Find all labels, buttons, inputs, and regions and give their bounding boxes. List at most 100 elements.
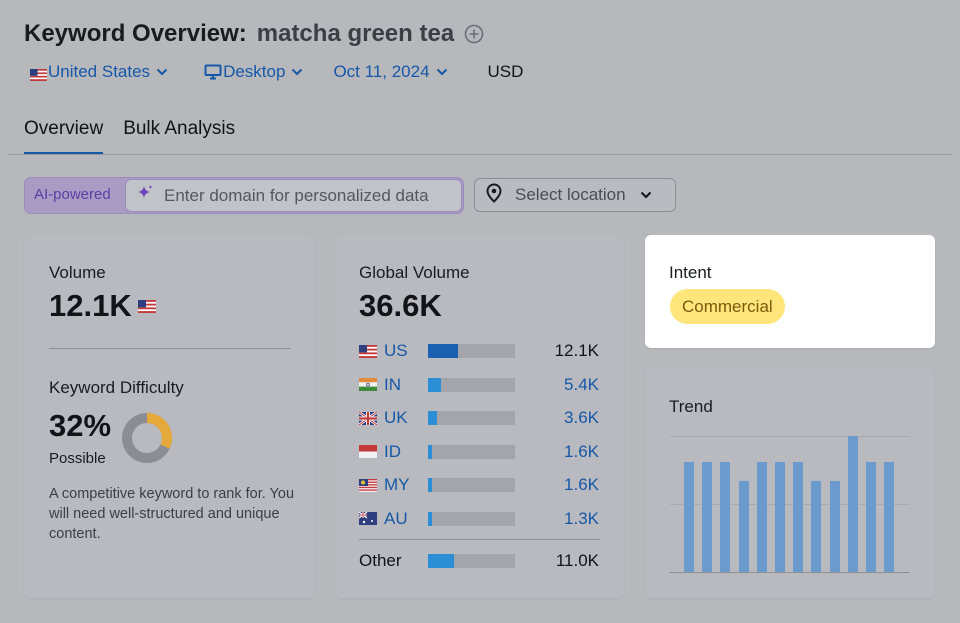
kd-level: Possible <box>49 450 106 467</box>
country-row-au: AU 1.3K <box>358 508 599 530</box>
other-value: 11.0K <box>555 551 599 570</box>
chevron-down-icon <box>640 191 651 199</box>
country-value[interactable]: 1.6K <box>564 475 599 494</box>
country-row-my: MY 1.6K <box>359 474 599 496</box>
trend-baseline <box>670 572 910 573</box>
country-bar <box>428 478 515 492</box>
kd-label: Keyword Difficulty <box>49 378 184 397</box>
other-bar <box>428 554 515 568</box>
uk-flag-icon <box>358 410 378 426</box>
country-bar-fill <box>428 511 432 526</box>
location-label: Select location <box>515 185 626 204</box>
id-flag-icon <box>359 445 377 458</box>
country-bar <box>428 444 515 459</box>
in-flag-icon <box>359 378 377 391</box>
country-code[interactable]: ID <box>384 441 401 461</box>
device-label: Desktop <box>223 62 286 81</box>
kd-description: A competitive keyword to rank for. You w… <box>49 486 295 542</box>
volume-value: 12.1K <box>49 288 132 323</box>
chevron-down-icon <box>436 68 447 76</box>
trend-bar[interactable] <box>793 461 804 572</box>
country-code[interactable]: AU <box>384 508 408 528</box>
chevron-down-icon <box>156 68 168 76</box>
date-dropdown[interactable]: Oct 11, 2024 <box>333 62 447 82</box>
tabs-divider <box>8 154 952 155</box>
country-bar <box>428 511 515 526</box>
country-dropdown[interactable]: United States <box>24 62 168 82</box>
intent-badge: Commercial <box>670 289 785 324</box>
country-value[interactable]: 1.3K <box>564 508 599 528</box>
tab-bulk-analysis[interactable]: Bulk Analysis <box>123 118 236 139</box>
country-value: 12.1K <box>554 341 599 360</box>
global-volume-value: 36.6K <box>359 288 442 323</box>
country-divider <box>359 539 600 540</box>
kd-donut-fill <box>122 413 172 463</box>
country-value[interactable]: 3.6K <box>564 408 599 427</box>
country-code[interactable]: MY <box>384 475 410 494</box>
filters-bar: United States Desktop Oct 11, 2024 USD <box>24 62 523 82</box>
location-pin-icon <box>485 183 503 208</box>
country-bar-fill <box>428 444 432 459</box>
card-divider <box>49 348 290 349</box>
country-bar-fill <box>428 411 437 425</box>
add-circle-icon[interactable] <box>464 24 484 44</box>
other-bar-fill <box>428 554 455 568</box>
country-code[interactable]: US <box>384 341 408 360</box>
trend-bar[interactable] <box>811 480 822 572</box>
tab-bar: Overview Bulk Analysis <box>24 118 255 155</box>
location-select[interactable]: Select location <box>474 178 676 212</box>
domain-input[interactable] <box>164 185 454 206</box>
trend-bar[interactable] <box>866 461 876 572</box>
domain-input-wrapper <box>125 179 462 212</box>
country-bar <box>428 344 515 358</box>
country-code[interactable]: UK <box>384 408 408 427</box>
trend-bar[interactable] <box>829 480 840 572</box>
my-flag-icon <box>359 478 377 492</box>
trend-bar[interactable] <box>847 436 858 572</box>
volume-value-row: 12.1K <box>49 288 156 324</box>
country-value[interactable]: 5.4K <box>564 374 599 394</box>
country-row-other: Other 11.0K <box>359 550 599 572</box>
trend-bar[interactable] <box>702 461 713 572</box>
trend-bar[interactable] <box>720 461 731 572</box>
country-row-id: ID 1.6K <box>359 441 599 463</box>
country-code[interactable]: IN <box>384 374 401 394</box>
trend-gridline <box>670 504 910 505</box>
keyword-text: matcha green tea <box>256 20 455 47</box>
us-flag-icon <box>137 299 156 313</box>
country-bar-fill <box>428 377 442 392</box>
kd-donut-chart <box>122 413 172 463</box>
trend-gridline <box>670 436 910 437</box>
au-flag-icon <box>358 511 377 525</box>
device-dropdown[interactable]: Desktop <box>198 62 303 82</box>
intent-label: Intent <box>669 263 712 282</box>
country-bar <box>428 411 515 425</box>
country-row-us: US 12.1K <box>359 340 599 362</box>
country-row-in: IN 5.4K <box>359 374 599 396</box>
country-bar <box>428 377 515 392</box>
trend-bar[interactable] <box>775 461 785 572</box>
kd-value: 32% <box>49 408 112 443</box>
trend-bar[interactable] <box>684 461 694 572</box>
page-header: Keyword Overview: matcha green tea <box>24 20 484 48</box>
country-value[interactable]: 1.6K <box>564 441 599 461</box>
ai-powered-label: AI-powered <box>34 186 111 203</box>
trend-bar[interactable] <box>884 461 895 572</box>
volume-label: Volume <box>49 263 106 282</box>
us-flag-icon <box>24 66 47 81</box>
page-title: Keyword Overview: <box>24 20 247 47</box>
country-bar-fill <box>428 478 432 492</box>
tab-overview[interactable]: Overview <box>24 118 104 155</box>
trend-bar[interactable] <box>738 480 749 572</box>
us-flag-icon <box>359 344 377 358</box>
volume-card <box>24 235 314 598</box>
date-label: Oct 11, 2024 <box>333 62 430 81</box>
country-label: United States <box>48 62 151 81</box>
desktop-icon <box>198 64 222 80</box>
country-bar-fill <box>428 344 459 358</box>
trend-bar[interactable] <box>756 461 767 572</box>
trend-label: Trend <box>669 397 713 416</box>
country-row-uk: UK 3.6K <box>358 407 599 429</box>
global-volume-label: Global Volume <box>359 263 470 282</box>
sparkle-icon <box>136 184 154 207</box>
